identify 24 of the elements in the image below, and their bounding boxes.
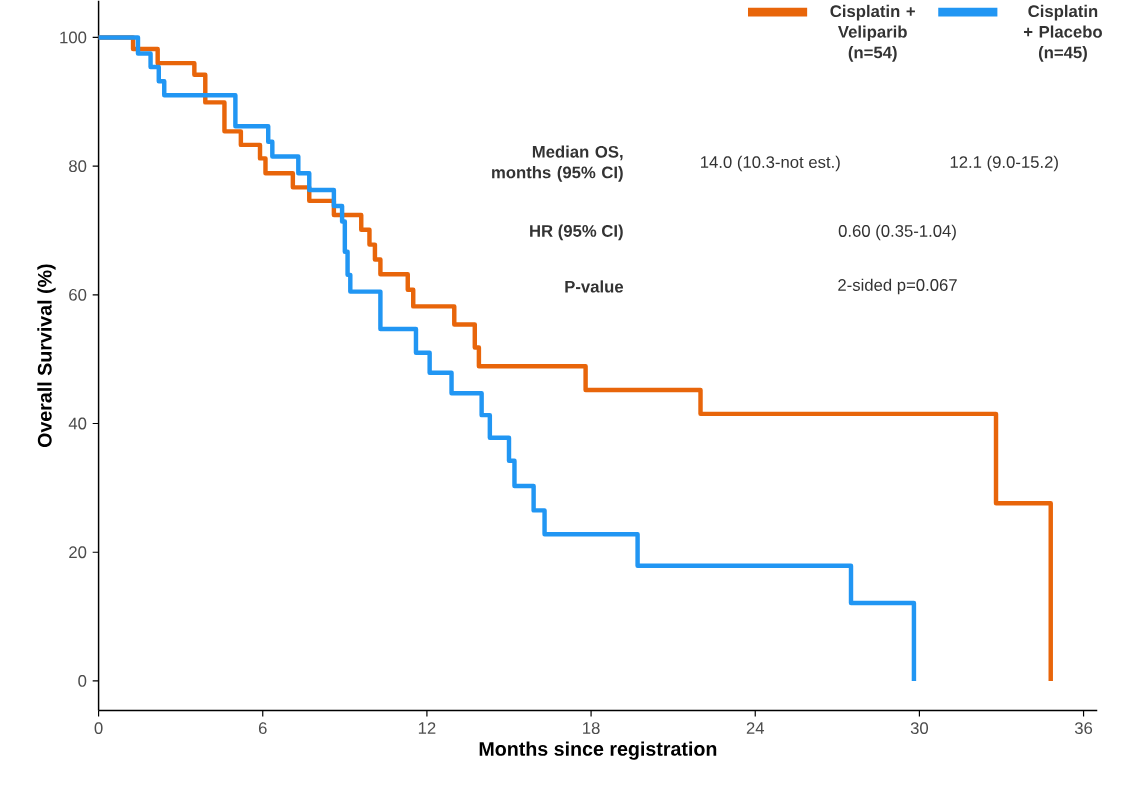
legend-label: Cisplatin + Veliparib (n=54) xyxy=(830,4,915,62)
y-axis-title: Overall Survival (%) xyxy=(37,264,56,447)
y-tick-label: 40 xyxy=(68,417,87,430)
x-tick-label: 30 xyxy=(910,722,929,734)
y-tick-label: 20 xyxy=(69,546,87,559)
annotation: Median OS, months (95% CI) xyxy=(492,145,623,182)
y-tick-label: 80 xyxy=(69,160,87,172)
annotation: 14.0 (10.3-not est.) xyxy=(701,155,840,172)
annotation: 0.60 (0.35-1.04) xyxy=(838,224,956,241)
x-tick-label: 12 xyxy=(418,722,436,734)
annotation: 2-sided p=0.067 xyxy=(838,278,957,295)
annotation: HR (95% CI) xyxy=(530,224,623,241)
x-tick-label: 36 xyxy=(1074,722,1093,734)
annotation: 12.1 (9.0-15.2) xyxy=(950,155,1058,172)
x-tick-label: 6 xyxy=(258,722,267,734)
y-tick-label: 100 xyxy=(60,31,87,44)
x-axis-title: Months since registration xyxy=(479,741,717,760)
annotation: P-value xyxy=(565,280,624,293)
x-tick-label: 0 xyxy=(94,722,103,734)
y-tick-label: 0 xyxy=(78,674,87,687)
x-tick-label: 24 xyxy=(746,722,765,734)
x-tick-label: 18 xyxy=(583,722,600,734)
legend-label: Cisplatin + Placebo (n=45) xyxy=(1023,4,1102,62)
y-tick-label: 60 xyxy=(69,288,87,301)
